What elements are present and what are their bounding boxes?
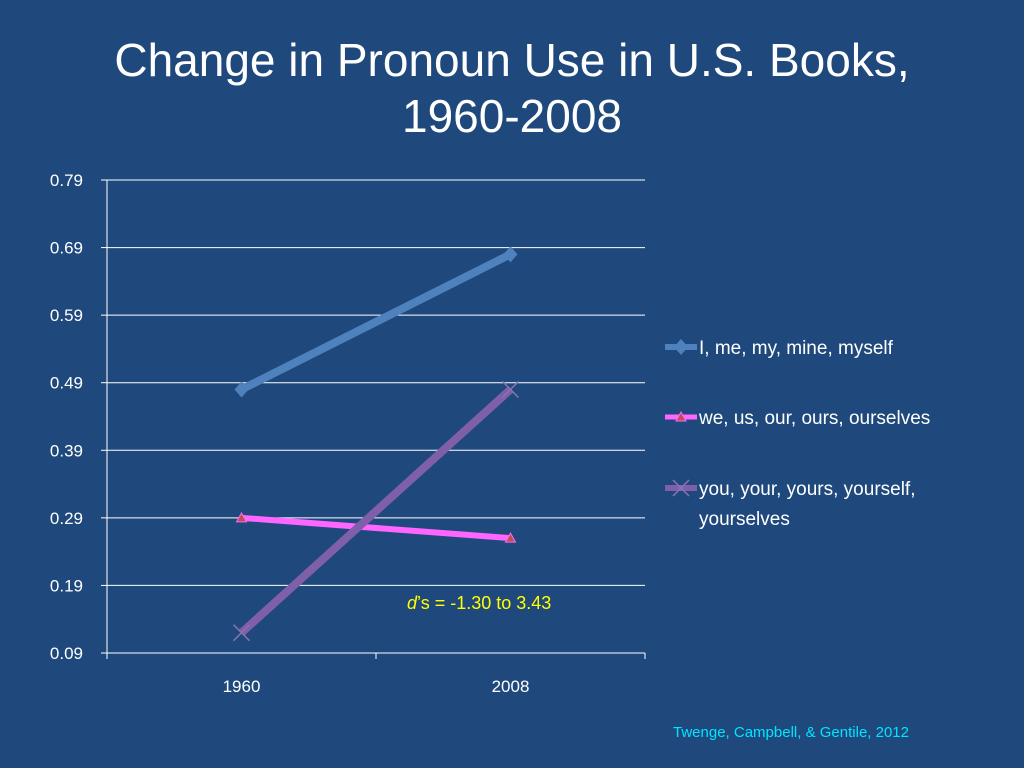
legend-label: we, us, our, ours, ourselves [698,408,930,429]
y-tick-label: 0.19 [50,576,83,595]
data-point [235,511,248,523]
data-point [501,380,520,399]
series-1 [235,511,517,543]
chart-title: Change in Pronoun Use in U.S. Books, 196… [0,32,1024,144]
legend-label: yourselves [699,509,790,530]
x-tick-label: 1960 [223,677,261,696]
y-tick-label: 0.69 [50,239,83,258]
annotation-rest: ’s = -1.30 to 3.43 [417,593,551,613]
data-point [503,246,518,263]
citation: Twenge, Campbell, & Gentile, 2012 [673,724,909,741]
legend-marker [675,410,687,422]
series-line [241,514,511,542]
chart-title-line-1: Change in Pronoun Use in U.S. Books, [114,34,910,86]
axes [101,179,646,659]
legend-label: I, me, my, mine, myself [699,338,894,359]
x-axis-tick-labels: 1960 2008 [223,677,530,696]
y-tick-label: 0.49 [50,374,83,393]
effect-size-annotation: d’s = -1.30 to 3.43 [407,593,551,613]
legend-marker [672,479,690,497]
y-tick-label: 0.59 [50,306,83,325]
y-tick-label: 0.39 [50,441,83,460]
y-tick-label: 0.29 [50,509,83,528]
series-lines [232,246,520,642]
chart-title-line-2: 1960-2008 [402,90,622,142]
legend-item: I, me, my, mine, myself [665,338,894,359]
y-tick-label: 0.79 [50,171,83,190]
legend: I, me, my, mine, myself we, us, our, ours… [665,338,930,530]
series-2 [232,380,520,642]
series-line [239,250,513,394]
data-point [234,381,249,398]
series-0 [234,246,518,398]
annotation-italic: d [407,593,418,613]
legend-label: you, your, yours, yourself, [699,479,916,500]
gridlines [107,179,645,586]
data-point [232,624,251,642]
y-axis-tick-labels: 0.79 0.69 0.59 0.49 0.39 0.29 0.19 0.09 [50,171,83,663]
legend-item: you, your, yours, yourself, yourselves [665,479,916,530]
y-tick-label: 0.09 [50,644,83,663]
legend-item: we, us, our, ours, ourselves [665,408,930,429]
x-tick-label: 2008 [492,677,530,696]
data-point [504,532,517,543]
series-line [238,386,514,636]
legend-marker [674,339,688,355]
